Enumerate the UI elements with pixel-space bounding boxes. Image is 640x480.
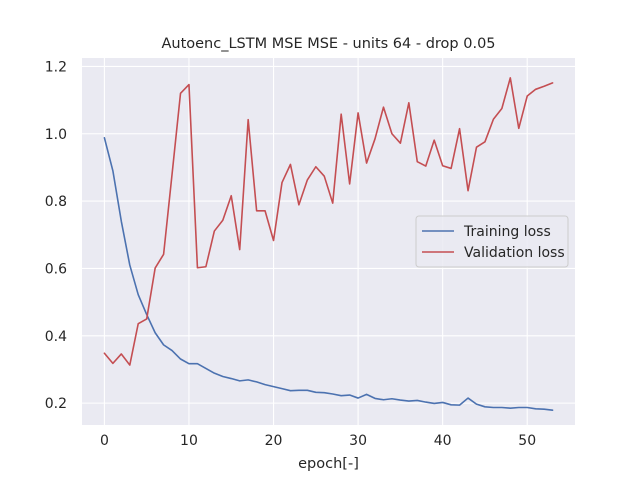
y-tick-label: 1.0	[45, 127, 67, 143]
x-tick-label: 20	[265, 433, 283, 449]
series-layer	[103, 77, 554, 411]
series-line-training-loss	[103, 137, 554, 411]
x-tick-label: 0	[100, 433, 109, 449]
y-tick-label: 0.2	[45, 396, 67, 412]
x-tick-label: 50	[518, 433, 536, 449]
x-tick-label: 30	[349, 433, 367, 449]
x-tick-label: 10	[180, 433, 198, 449]
series-line-validation-loss	[103, 77, 554, 366]
grid-lines	[82, 58, 575, 425]
x-tick-label: 40	[434, 433, 452, 449]
legend-box	[415, 215, 569, 268]
y-tick-labels: 0.2 0.4 0.6 0.8 1.0 1.2	[45, 59, 67, 412]
chart-title: Autoenc_LSTM MSE MSE - units 64 - drop 0…	[161, 36, 495, 52]
x-tick-labels: 0 10 20 30 40 50	[100, 433, 536, 449]
x-axis-label: epoch[-]	[298, 456, 359, 472]
y-tick-label: 0.8	[45, 194, 67, 210]
legend: Training loss Validation loss	[415, 215, 569, 268]
legend-label: Validation loss	[464, 245, 565, 261]
y-tick-label: 1.2	[45, 59, 67, 75]
y-tick-label: 0.4	[45, 329, 67, 345]
legend-label: Training loss	[463, 224, 551, 240]
y-tick-label: 0.6	[45, 261, 67, 277]
